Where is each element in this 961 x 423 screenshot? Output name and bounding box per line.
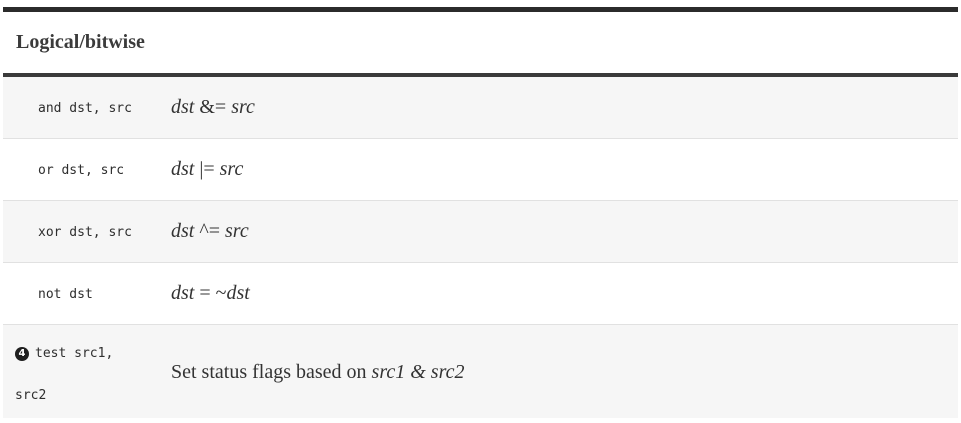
instruction-description: dst ^= src [171, 220, 249, 243]
description-text: Set status flags based on [171, 361, 372, 383]
instruction-code-text: test src1, [35, 346, 114, 361]
operator: = ~ [194, 282, 227, 304]
operand-dst: dst [226, 282, 250, 304]
table-row-and: and dst, src dst &= src [3, 77, 958, 139]
table-header: Logical/bitwise [3, 12, 958, 73]
table-title: Logical/bitwise [16, 31, 145, 53]
operand-src: src [231, 96, 255, 118]
operand-src2: src2 [430, 361, 465, 383]
instruction-description: dst &= src [171, 96, 255, 119]
operand-dst: dst [171, 282, 195, 304]
instruction-description: dst = ~dst [171, 282, 250, 305]
table-top-rule [3, 7, 958, 12]
instruction-code-line2: src2 [15, 388, 47, 403]
callout-number-badge: 4 [15, 347, 29, 361]
operator: ^= [194, 220, 226, 242]
table-row-or: or dst, src dst |= src [3, 139, 958, 201]
operator: |= [194, 158, 220, 180]
operand-dst: dst [171, 158, 195, 180]
operand-dst: dst [171, 96, 195, 118]
table-row-test: 4 test src1, src2 Set status flags based … [3, 325, 958, 418]
instruction-code: and dst, src [38, 101, 132, 116]
table-header-rule [3, 73, 958, 77]
instruction-description: Set status flags based on src1 & src2 [171, 361, 465, 384]
instruction-code-line1: 4 test src1, [15, 346, 113, 361]
instruction-code: not dst [38, 287, 93, 302]
table-row-not: not dst dst = ~dst [3, 263, 958, 325]
table-row-xor: xor dst, src dst ^= src [3, 201, 958, 263]
operator: & [405, 361, 431, 383]
operator: &= [194, 96, 232, 118]
operand-src: src [219, 158, 244, 180]
instruction-code: or dst, src [38, 163, 125, 178]
instruction-description: dst |= src [171, 158, 243, 181]
instruction-code: xor dst, src [38, 225, 132, 240]
operand-dst: dst [171, 220, 195, 242]
operand-src: src [225, 220, 249, 242]
operand-src1: src1 [371, 361, 406, 383]
